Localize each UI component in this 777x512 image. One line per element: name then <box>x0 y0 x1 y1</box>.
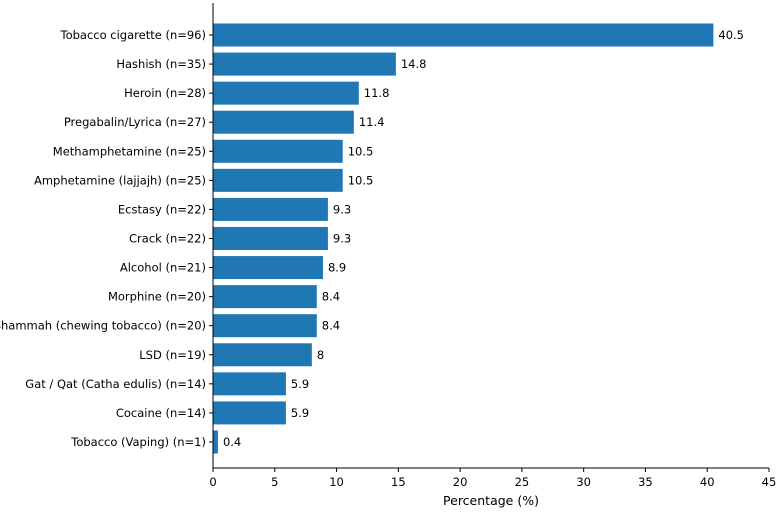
x-tick-label: 0 <box>209 475 216 489</box>
category-label: Tobacco (Vaping) (n=1) <box>70 435 206 449</box>
value-label: 8.4 <box>322 319 340 333</box>
bar <box>213 110 354 134</box>
value-label: 5.9 <box>291 377 309 391</box>
category-label: Shammah (chewing tobacco) (n=20) <box>0 319 206 333</box>
x-tick-label: 5 <box>271 475 278 489</box>
category-label: Gat / Qat (Catha edulis) (n=14) <box>25 377 206 391</box>
x-tick-label: 20 <box>453 475 468 489</box>
bar <box>213 52 396 76</box>
value-label: 40.5 <box>718 28 744 42</box>
value-label: 14.8 <box>401 57 427 71</box>
category-label: Pregabalin/Lyrica (n=27) <box>64 115 206 129</box>
x-tick-label: 15 <box>391 475 406 489</box>
value-label: 10.5 <box>348 144 374 158</box>
x-tick-label: 25 <box>515 475 530 489</box>
value-label: 11.8 <box>364 86 390 100</box>
bar <box>213 314 317 338</box>
category-label: Methamphetamine (n=25) <box>53 144 206 158</box>
category-label: Tobacco cigarette (n=96) <box>60 28 207 42</box>
category-label: Hashish (n=35) <box>116 57 206 71</box>
category-label: Cocaine (n=14) <box>116 406 206 420</box>
category-label: LSD (n=19) <box>139 348 206 362</box>
value-label: 5.9 <box>291 406 309 420</box>
bar <box>213 256 323 280</box>
category-label: Morphine (n=20) <box>108 290 206 304</box>
value-label: 11.4 <box>359 115 385 129</box>
x-axis-ticks: 0 5 10 15 20 25 30 35 40 45 <box>209 468 776 489</box>
x-tick-label: 30 <box>576 475 591 489</box>
bar <box>213 285 317 309</box>
category-labels: Tobacco cigarette (n=96) Hashish (n=35) He… <box>0 28 206 449</box>
x-tick-label: 10 <box>329 475 344 489</box>
bars-layer <box>213 23 714 454</box>
value-label: 0.4 <box>223 435 241 449</box>
value-label: 8 <box>317 348 324 362</box>
category-label: Heroin (n=28) <box>124 86 206 100</box>
bar <box>213 139 343 163</box>
category-label: Amphetamine (lajjajh) (n=25) <box>34 173 206 187</box>
bar <box>213 372 286 396</box>
bar <box>213 197 328 221</box>
x-tick-label: 40 <box>700 475 715 489</box>
category-label: Alcohol (n=21) <box>120 261 206 275</box>
x-tick-label: 35 <box>638 475 653 489</box>
value-label: 10.5 <box>348 173 374 187</box>
bar <box>213 343 312 367</box>
bar <box>213 430 218 454</box>
value-label: 8.4 <box>322 290 340 304</box>
value-label: 8.9 <box>328 261 346 275</box>
x-axis-title: Percentage (%) <box>443 493 539 508</box>
axes <box>209 3 769 469</box>
bar <box>213 23 714 47</box>
category-label: Ecstasy (n=22) <box>118 202 206 216</box>
bar <box>213 401 286 425</box>
x-tick-label: 45 <box>762 475 777 489</box>
value-label: 9.3 <box>333 202 351 216</box>
value-label: 9.3 <box>333 231 351 245</box>
bar <box>213 226 328 250</box>
value-labels: 40.5 14.8 11.8 11.4 10.5 10.5 9.3 9.3 8.9 8.4 8.4 8… <box>223 28 744 449</box>
category-label: Crack (n=22) <box>129 231 206 245</box>
bar <box>213 81 359 105</box>
bar <box>213 168 343 192</box>
